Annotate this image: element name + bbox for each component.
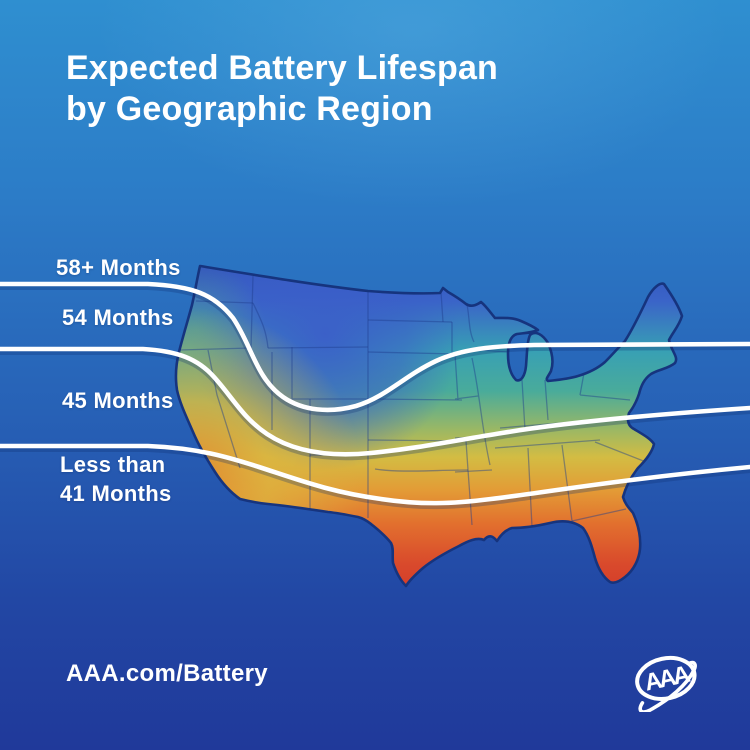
zone-boundary-line-45-41 (0, 443, 750, 506)
zone-label-less-than-41-months: Less than 41 Months (60, 450, 172, 508)
page-title-line2: by Geographic Region (66, 90, 433, 128)
page-title-line1: Expected Battery Lifespan (66, 49, 499, 87)
zone-label-45-months: 45 Months (62, 388, 174, 413)
page-title: Expected Battery Lifespan by Geographic … (66, 48, 498, 130)
aaa-logo: AAA (635, 655, 697, 712)
zone-label-41-line2: 41 Months (60, 481, 172, 506)
us-map-outline (174, 264, 684, 588)
state-borders (178, 275, 647, 528)
aaa-logo-swoosh (638, 660, 697, 712)
zone-label-54-months: 54 Months (62, 305, 174, 330)
zone-label-41-line1: Less than (60, 452, 166, 477)
zone-boundary-line-54-45 (0, 346, 750, 457)
zone-label-58-plus-months: 58+ Months (56, 255, 181, 280)
zone-boundary-line-58-54 (0, 281, 750, 413)
us-map-fill (175, 266, 683, 586)
website-url: AAA.com/Battery (66, 660, 268, 687)
